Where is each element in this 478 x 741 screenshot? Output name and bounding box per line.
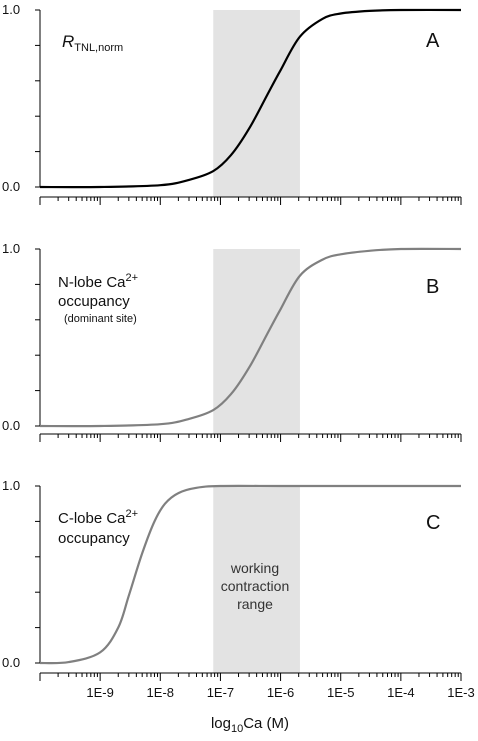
panel-c: 1.0 0.0 C-lobe Ca2+ occupancy working co… <box>2 478 475 700</box>
panel-c-shaded-text-3: range <box>237 596 273 612</box>
panel-a-ytick-top: 1.0 <box>2 2 20 17</box>
panel-c-xtick-labels: 1E-9 1E-8 1E-7 1E-6 1E-5 1E-4 1E-3 <box>86 685 474 700</box>
panel-c-shaded-range <box>213 486 300 673</box>
panel-c-shaded-text-1: working <box>230 560 279 576</box>
panel-c-annotation-line1: C-lobe Ca2+ <box>58 508 138 527</box>
panel-a-x-axis <box>39 196 462 205</box>
panel-b-ytick-bottom: 0.0 <box>2 418 20 433</box>
panel-b-annotation-sup: 2+ <box>126 272 139 284</box>
panel-a-y-axis <box>35 9 41 188</box>
x-tick-label: 1E-7 <box>207 685 234 700</box>
panel-b: 1.0 0.0 N-lobe Ca2+ occupancy (dominant … <box>2 241 462 442</box>
panel-b-series-line <box>39 247 462 428</box>
x-axis-label: log10Ca (M) <box>211 715 289 735</box>
panel-c-y-axis <box>35 485 41 664</box>
panel-b-shaded-range <box>213 249 300 434</box>
panel-a-letter: A <box>426 30 440 52</box>
panel-c-ytick-top: 1.0 <box>2 478 20 493</box>
x-tick-label: 1E-3 <box>447 685 474 700</box>
x-axis-label-tail: Ca (M) <box>243 715 289 732</box>
panel-c-annotation-sup: 2+ <box>126 508 139 520</box>
panel-c-annotation-main: C-lobe Ca <box>58 510 126 527</box>
panel-a-ytick-bottom: 0.0 <box>2 179 20 194</box>
panel-b-annotation-line2: occupancy <box>58 293 130 310</box>
x-tick-label: 1E-4 <box>387 685 414 700</box>
panel-a-ylabel-sub: TNL,norm <box>74 42 123 54</box>
panel-b-x-axis <box>39 433 462 442</box>
panel-a-ylabel-main: R <box>62 32 74 51</box>
panel-c-series-line <box>39 484 461 665</box>
x-axis-label-main: log <box>211 715 231 732</box>
x-tick-label: 1E-8 <box>147 685 174 700</box>
panel-b-letter: B <box>426 276 439 298</box>
panel-b-annotation-line3: (dominant site) <box>64 313 137 325</box>
panel-b-ytick-top: 1.0 <box>2 241 20 256</box>
panel-c-shaded-text-2: contraction <box>221 578 289 594</box>
panel-b-annotation-line1: N-lobe Ca2+ <box>58 272 138 291</box>
panel-a-ylabel: RTNL,norm <box>62 32 123 54</box>
panel-c-ytick-bottom: 0.0 <box>2 655 20 670</box>
panel-b-y-axis <box>35 248 41 427</box>
panel-c-x-axis <box>39 672 462 681</box>
x-axis-label-sub: 10 <box>231 723 243 735</box>
panel-a-shaded-range <box>213 10 300 197</box>
panel-c-letter: C <box>426 512 440 534</box>
panel-a-series-line <box>39 8 462 189</box>
panel-a: 1.0 0.0 RTNL,norm A <box>2 2 462 205</box>
x-tick-label: 1E-6 <box>267 685 294 700</box>
panel-b-annotation-main: N-lobe Ca <box>58 274 126 291</box>
x-tick-label: 1E-9 <box>86 685 113 700</box>
x-tick-label: 1E-5 <box>327 685 354 700</box>
panel-c-annotation-line2: occupancy <box>58 530 130 547</box>
